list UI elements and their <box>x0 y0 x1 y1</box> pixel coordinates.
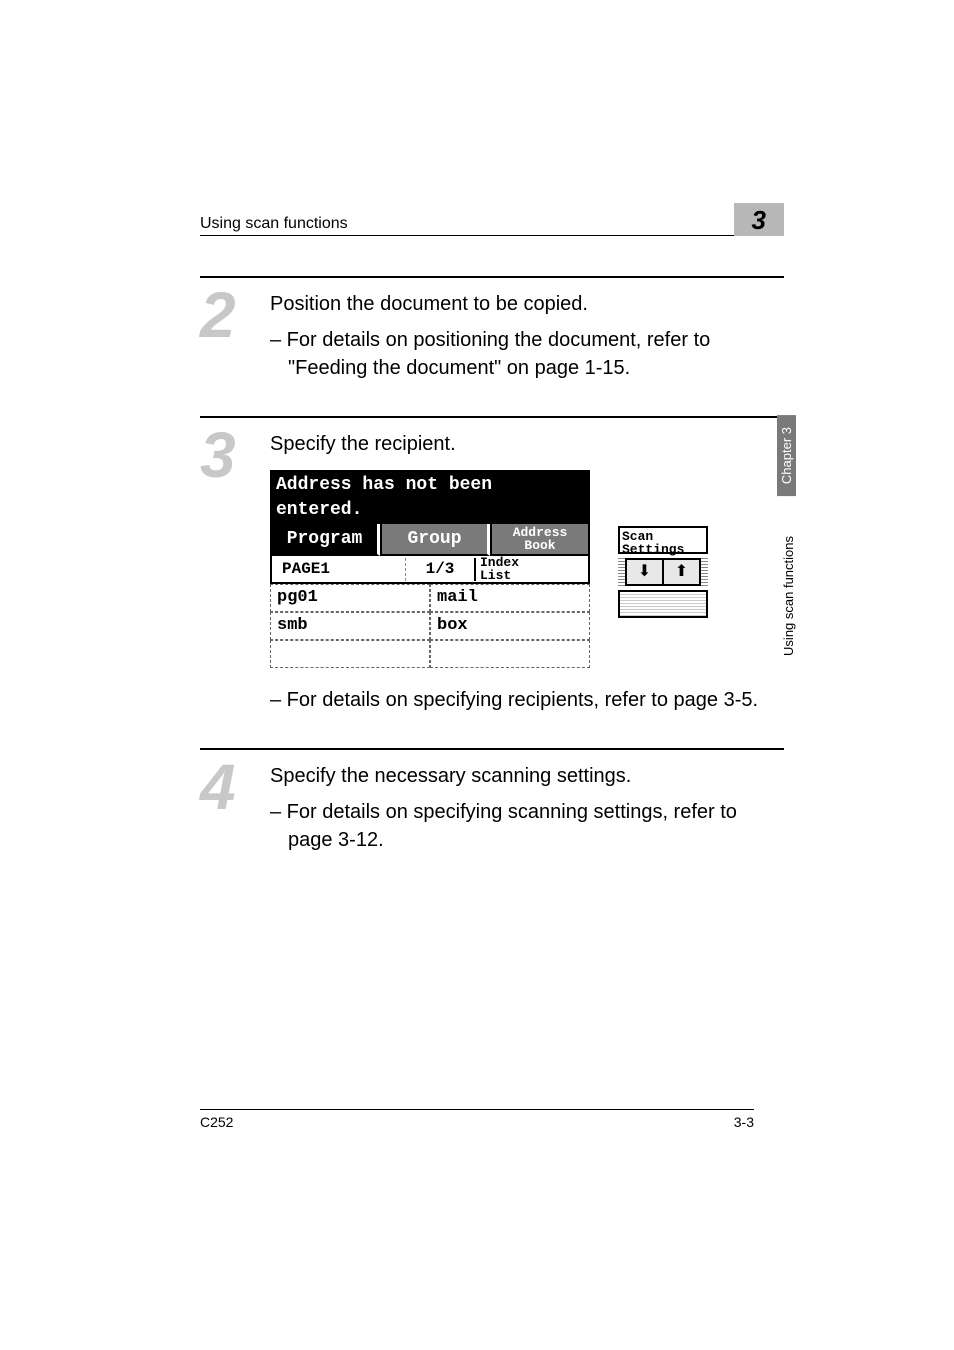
lcd-page-label: PAGE1 <box>276 558 406 580</box>
step-main-text: Specify the necessary scanning settings. <box>270 762 784 790</box>
arrow-up-icon: ⬆ <box>675 561 688 583</box>
lcd-tab-group[interactable]: Group <box>380 524 490 556</box>
page-header: Using scan functions 3 <box>200 200 784 236</box>
step-4: 4 Specify the necessary scanning setting… <box>200 748 784 864</box>
footer-left: C252 <box>200 1114 233 1130</box>
arrow-up-button[interactable]: ⬆ <box>663 558 701 586</box>
side-tab-using: Using scan functions <box>781 530 796 656</box>
step-body: Specify the recipient. Address has not b… <box>270 426 784 724</box>
lcd-cell-box[interactable]: box <box>430 612 590 640</box>
lcd-index-line2: List <box>480 569 572 582</box>
lcd-row-2: smb box <box>270 612 590 640</box>
lcd-tab-program[interactable]: Program <box>270 524 380 556</box>
side-tab-using-label: Using scan functions <box>781 536 796 656</box>
arrow-down-button[interactable]: ⬇ <box>625 558 663 586</box>
step-main-text: Position the document to be copied. <box>270 290 784 318</box>
lcd-index-list-button[interactable]: Index List <box>476 556 576 582</box>
lcd-page-bar: PAGE1 1/3 Index List <box>270 556 590 584</box>
lcd-status-line: Address has not been entered. <box>270 470 590 524</box>
step-number: 3 <box>200 430 270 481</box>
scan-settings-line2: Settings <box>622 542 684 557</box>
footer-right: 3-3 <box>734 1114 754 1130</box>
lcd-blank-button[interactable] <box>618 590 708 618</box>
step-body: Position the document to be copied. – Fo… <box>270 286 784 392</box>
step-body: Specify the necessary scanning settings.… <box>270 758 784 864</box>
lcd-cell-smb[interactable]: smb <box>270 612 430 640</box>
lcd-dots-edge <box>701 558 708 586</box>
lcd-cell-empty[interactable] <box>270 640 430 668</box>
step-sub-text: – For details on positioning the documen… <box>270 326 784 382</box>
lcd-page-count: 1/3 <box>406 558 476 580</box>
step-sub-text: – For details on specifying recipients, … <box>270 686 784 714</box>
lcd-tabs: Program Group Address Book <box>270 524 590 556</box>
arrow-down-icon: ⬇ <box>638 561 651 583</box>
lcd-cell-pg01[interactable]: pg01 <box>270 584 430 612</box>
lcd-cell-empty[interactable] <box>430 640 590 668</box>
step-main-text: Specify the recipient. <box>270 430 784 458</box>
lcd-tab-address-book[interactable]: Address Book <box>490 524 590 556</box>
lcd-cell-mail[interactable]: mail <box>430 584 590 612</box>
lcd-screen: Address has not been entered. Program Gr… <box>270 470 784 668</box>
step-3: 3 Specify the recipient. Address has not… <box>200 416 784 724</box>
lcd-right-panel: Scan Settings ⬇ ⬆ <box>618 470 708 668</box>
lcd-row-1: pg01 mail <box>270 584 590 612</box>
scan-settings-button[interactable]: Scan Settings <box>618 526 708 554</box>
header-left-text: Using scan functions <box>200 215 348 233</box>
chapter-number-box: 3 <box>734 203 784 236</box>
page-footer: C252 3-3 <box>200 1109 754 1130</box>
step-2: 2 Position the document to be copied. – … <box>200 276 784 392</box>
document-page: Using scan functions 3 2 Position the do… <box>0 0 954 1350</box>
side-tab-chapter: Chapter 3 <box>777 415 796 496</box>
step-number: 4 <box>200 762 270 813</box>
side-tab-chapter-label: Chapter 3 <box>777 415 796 496</box>
lcd-arrow-buttons: ⬇ ⬆ <box>618 558 708 586</box>
step-sub-text: – For details on specifying scanning set… <box>270 798 784 854</box>
lcd-left-panel: Address has not been entered. Program Gr… <box>270 470 590 668</box>
lcd-row-3 <box>270 640 590 668</box>
lcd-tab-address-line2: Book <box>524 539 555 552</box>
lcd-dots-edge <box>618 558 625 586</box>
step-number: 2 <box>200 290 270 341</box>
